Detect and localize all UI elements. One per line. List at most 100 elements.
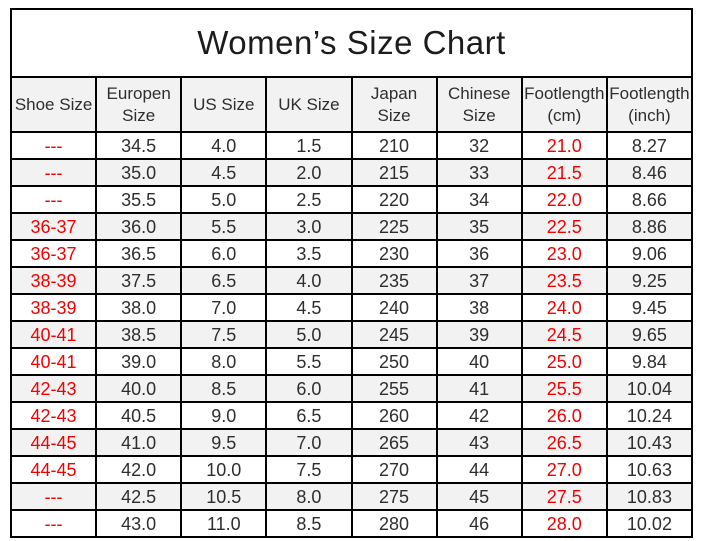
cell-footlength-inch: 9.65 (605, 320, 694, 349)
cell-europen-size: 34.5 (95, 131, 183, 160)
cell-footlength-cm: 21.0 (520, 131, 608, 160)
cell-footlength-inch: 8.66 (605, 185, 694, 214)
header-row: Shoe Size Europen Size US Size UK Size Japan… (9, 76, 694, 133)
cell-footlength-cm: 27.5 (520, 482, 608, 511)
cell-shoe-size: --- (9, 482, 98, 511)
cell-chinese-size: 34 (435, 185, 523, 214)
cell-europen-size: 36.5 (95, 239, 183, 268)
table-row: 42-43 40.5 9.0 6.5 260 42 26.0 10.24 (9, 401, 694, 430)
cell-japan-size: 225 (350, 212, 438, 241)
cell-footlength-cm: 25.5 (520, 374, 608, 403)
cell-us-size: 7.5 (180, 320, 268, 349)
cell-footlength-cm: 22.0 (520, 185, 608, 214)
column-header-us-size: US Size (180, 76, 268, 133)
cell-footlength-inch: 10.63 (605, 455, 694, 484)
cell-uk-size: 4.0 (265, 266, 353, 295)
cell-uk-size: 2.5 (265, 185, 353, 214)
cell-japan-size: 245 (350, 320, 438, 349)
cell-shoe-size: --- (9, 131, 98, 160)
cell-chinese-size: 32 (435, 131, 523, 160)
table-row: --- 35.0 4.5 2.0 215 33 21.5 8.46 (9, 158, 694, 187)
table-row: 44-45 41.0 9.5 7.0 265 43 26.5 10.43 (9, 428, 694, 457)
column-header-uk-size: UK Size (265, 76, 353, 133)
column-header-chinese-size: Chinese Size (435, 76, 523, 133)
table-row: --- 43.0 11.0 8.5 280 46 28.0 10.02 (9, 509, 694, 538)
cell-europen-size: 35.0 (95, 158, 183, 187)
cell-chinese-size: 43 (435, 428, 523, 457)
cell-uk-size: 8.0 (265, 482, 353, 511)
cell-shoe-size: 42-43 (9, 401, 98, 430)
table-row: 40-41 38.5 7.5 5.0 245 39 24.5 9.65 (9, 320, 694, 349)
cell-us-size: 6.5 (180, 266, 268, 295)
cell-us-size: 8.0 (180, 347, 268, 376)
cell-europen-size: 41.0 (95, 428, 183, 457)
cell-shoe-size: 40-41 (9, 320, 98, 349)
cell-chinese-size: 36 (435, 239, 523, 268)
cell-chinese-size: 42 (435, 401, 523, 430)
cell-footlength-inch: 10.04 (605, 374, 694, 403)
cell-europen-size: 40.0 (95, 374, 183, 403)
cell-footlength-inch: 9.45 (605, 293, 694, 322)
cell-us-size: 5.0 (180, 185, 268, 214)
table-row: 44-45 42.0 10.0 7.5 270 44 27.0 10.63 (9, 455, 694, 484)
table-row: 36-37 36.0 5.5 3.0 225 35 22.5 8.86 (9, 212, 694, 241)
cell-uk-size: 7.0 (265, 428, 353, 457)
cell-europen-size: 43.0 (95, 509, 183, 538)
cell-uk-size: 5.0 (265, 320, 353, 349)
cell-japan-size: 230 (350, 239, 438, 268)
cell-japan-size: 220 (350, 185, 438, 214)
table-row: --- 34.5 4.0 1.5 210 32 21.0 8.27 (9, 131, 694, 160)
cell-chinese-size: 35 (435, 212, 523, 241)
table-row: 42-43 40.0 8.5 6.0 255 41 25.5 10.04 (9, 374, 694, 403)
cell-japan-size: 280 (350, 509, 438, 538)
size-chart: Women’s Size Chart Shoe Size Europen Size… (9, 8, 694, 538)
cell-chinese-size: 46 (435, 509, 523, 538)
table-row: --- 42.5 10.5 8.0 275 45 27.5 10.83 (9, 482, 694, 511)
table-row: 40-41 39.0 8.0 5.5 250 40 25.0 9.84 (9, 347, 694, 376)
cell-uk-size: 6.5 (265, 401, 353, 430)
cell-footlength-cm: 25.0 (520, 347, 608, 376)
cell-us-size: 9.0 (180, 401, 268, 430)
cell-chinese-size: 44 (435, 455, 523, 484)
cell-footlength-inch: 9.25 (605, 266, 694, 295)
cell-europen-size: 39.0 (95, 347, 183, 376)
cell-chinese-size: 37 (435, 266, 523, 295)
cell-shoe-size: --- (9, 158, 98, 187)
column-header-europen-size: Europen Size (95, 76, 183, 133)
cell-footlength-inch: 8.46 (605, 158, 694, 187)
cell-europen-size: 42.0 (95, 455, 183, 484)
cell-footlength-cm: 23.0 (520, 239, 608, 268)
cell-uk-size: 1.5 (265, 131, 353, 160)
cell-japan-size: 260 (350, 401, 438, 430)
cell-chinese-size: 40 (435, 347, 523, 376)
column-header-japan-size: Japan Size (350, 76, 438, 133)
cell-footlength-cm: 23.5 (520, 266, 608, 295)
cell-europen-size: 38.0 (95, 293, 183, 322)
cell-footlength-inch: 8.86 (605, 212, 694, 241)
column-header-footlength-cm: Footlength (cm) (520, 76, 608, 133)
cell-shoe-size: 38-39 (9, 266, 98, 295)
cell-chinese-size: 41 (435, 374, 523, 403)
cell-japan-size: 250 (350, 347, 438, 376)
cell-uk-size: 4.5 (265, 293, 353, 322)
cell-uk-size: 3.0 (265, 212, 353, 241)
cell-shoe-size: 36-37 (9, 212, 98, 241)
cell-chinese-size: 38 (435, 293, 523, 322)
cell-us-size: 10.5 (180, 482, 268, 511)
cell-uk-size: 2.0 (265, 158, 353, 187)
cell-uk-size: 8.5 (265, 509, 353, 538)
cell-footlength-cm: 28.0 (520, 509, 608, 538)
cell-footlength-inch: 10.83 (605, 482, 694, 511)
cell-shoe-size: --- (9, 509, 98, 538)
cell-footlength-cm: 26.0 (520, 401, 608, 430)
cell-shoe-size: 42-43 (9, 374, 98, 403)
cell-us-size: 5.5 (180, 212, 268, 241)
cell-shoe-size: 36-37 (9, 239, 98, 268)
cell-us-size: 8.5 (180, 374, 268, 403)
cell-europen-size: 36.0 (95, 212, 183, 241)
cell-footlength-cm: 24.0 (520, 293, 608, 322)
cell-footlength-inch: 10.43 (605, 428, 694, 457)
cell-chinese-size: 45 (435, 482, 523, 511)
cell-chinese-size: 33 (435, 158, 523, 187)
cell-uk-size: 7.5 (265, 455, 353, 484)
